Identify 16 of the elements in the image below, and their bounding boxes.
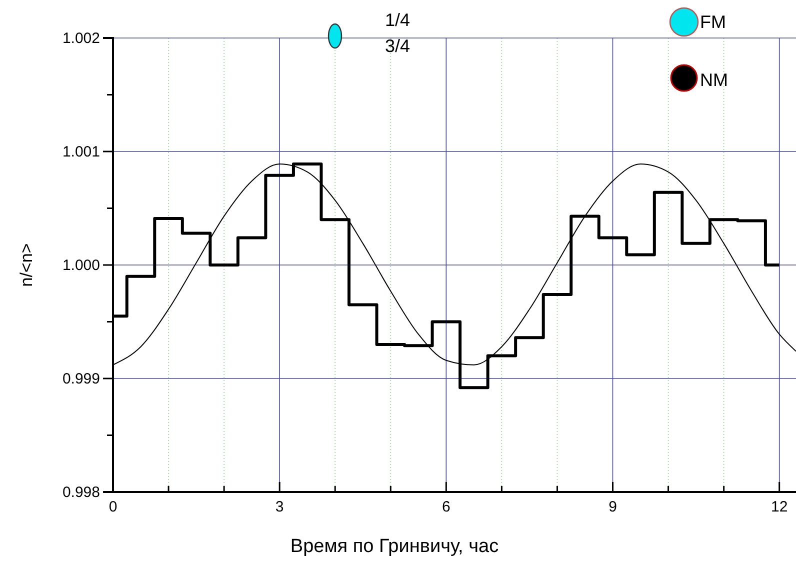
y-tick-label: 0.999 [62, 370, 100, 388]
y-tick-label: 1.002 [62, 30, 100, 47]
x-tick-label: 0 [108, 498, 118, 516]
x-tick-label: 6 [442, 498, 450, 516]
y-tick-label: 1.001 [62, 143, 100, 160]
text: 1/4 [385, 10, 410, 30]
y-tick-label: 1.000 [62, 256, 100, 274]
x-tick-label: 3 [275, 498, 284, 516]
x-tick-label: 9 [608, 498, 617, 516]
text: FM [700, 12, 726, 32]
x-axis-title: Время по Гринвичу, час [290, 536, 499, 557]
annotation: 3/4 [385, 36, 410, 56]
annotation: NM [700, 70, 728, 90]
y-axis-title: n/<n> [17, 243, 36, 287]
x-tick-label: 12 [771, 498, 788, 516]
y-tick-label: 0.998 [62, 484, 100, 501]
